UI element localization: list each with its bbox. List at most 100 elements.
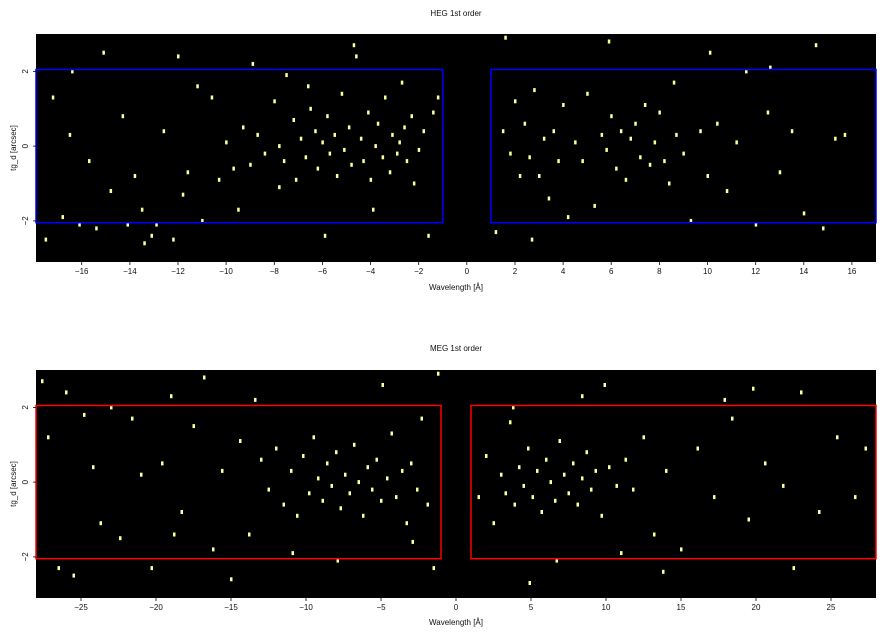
data-point	[528, 581, 531, 585]
data-point	[366, 465, 369, 470]
y-tick-label: 0	[21, 143, 30, 148]
data-point	[398, 140, 401, 145]
data-point	[792, 566, 795, 571]
data-point	[607, 39, 611, 44]
data-point	[619, 129, 623, 134]
data-point	[375, 457, 378, 462]
x-tick-label: 12	[751, 267, 760, 276]
x-tick-label: −15	[224, 603, 238, 612]
data-point	[485, 454, 488, 458]
extraction-region	[470, 404, 877, 560]
data-point	[528, 155, 531, 160]
data-point	[600, 132, 604, 137]
data-point	[713, 495, 716, 500]
data-point	[653, 140, 657, 145]
x-tick-label: −20	[149, 603, 163, 612]
data-point	[504, 35, 507, 40]
data-point	[427, 233, 430, 238]
data-point	[527, 446, 530, 451]
x-tick-label: −14	[123, 267, 137, 276]
data-point	[251, 61, 255, 66]
data-point	[665, 468, 668, 473]
data-point	[513, 502, 516, 507]
data-point	[170, 394, 173, 399]
data-point	[834, 136, 837, 141]
data-point	[181, 192, 185, 197]
data-point	[754, 222, 758, 227]
data-point	[369, 177, 373, 182]
data-point	[615, 483, 618, 488]
data-point	[747, 517, 750, 522]
data-point	[391, 132, 394, 137]
data-point	[648, 162, 652, 167]
data-point	[512, 405, 515, 410]
data-point	[437, 371, 440, 376]
data-point	[400, 80, 404, 85]
data-point	[359, 136, 363, 141]
x-tick-label: −2	[414, 267, 424, 276]
x-tick-label: 5	[529, 603, 534, 612]
data-point	[731, 416, 734, 421]
data-point	[662, 569, 665, 574]
data-point	[562, 103, 565, 107]
data-point	[581, 476, 584, 481]
data-point	[658, 110, 661, 115]
data-point	[133, 174, 137, 178]
data-point	[581, 394, 584, 399]
y-tick-label: −2	[21, 216, 30, 226]
data-point	[426, 502, 429, 507]
heg-x-axis: −16 −14 −12 −10 −8 −6 −4 −2 0 2 4 6 8 10 12 14 16	[75, 262, 857, 276]
heg-xlabel: Wavelength [Å]	[429, 283, 483, 292]
data-point	[405, 159, 409, 164]
data-point	[140, 472, 143, 477]
data-point	[699, 129, 702, 134]
data-point	[634, 121, 637, 126]
data-point	[131, 416, 134, 421]
data-point	[326, 461, 329, 466]
data-point	[343, 147, 346, 152]
data-point	[239, 439, 242, 443]
data-point	[432, 566, 435, 571]
data-point	[501, 129, 505, 134]
data-point	[417, 147, 421, 152]
data-point	[109, 189, 113, 193]
data-point	[362, 513, 365, 518]
data-point	[225, 140, 228, 145]
meg-title: MEG 1st order	[430, 344, 482, 353]
data-point	[328, 151, 332, 156]
data-point	[92, 465, 95, 470]
data-point	[432, 110, 435, 115]
data-point	[536, 468, 539, 473]
data-point	[494, 230, 498, 235]
data-point	[395, 495, 398, 500]
data-point	[586, 91, 589, 96]
data-point	[110, 405, 113, 410]
x-tick-label: 16	[847, 267, 856, 276]
extraction-region	[490, 68, 877, 224]
data-point	[362, 159, 365, 164]
data-point	[558, 439, 561, 443]
data-point	[51, 95, 55, 100]
x-tick-label: −8	[270, 267, 280, 276]
data-point	[708, 50, 712, 55]
data-point	[610, 114, 613, 119]
data-point	[374, 144, 377, 149]
data-point	[572, 461, 575, 466]
data-point	[594, 468, 597, 473]
data-point	[143, 241, 146, 246]
data-point	[65, 390, 68, 395]
data-point	[735, 140, 738, 145]
data-point	[492, 521, 495, 526]
data-point	[282, 159, 286, 164]
data-point	[323, 233, 327, 238]
data-point	[316, 166, 320, 171]
data-point	[88, 159, 91, 164]
data-point	[180, 510, 183, 514]
data-point	[296, 513, 299, 518]
data-point	[522, 483, 525, 488]
data-point	[477, 495, 480, 500]
data-point	[78, 222, 81, 227]
data-point	[376, 121, 380, 126]
x-tick-label: 8	[657, 267, 662, 276]
